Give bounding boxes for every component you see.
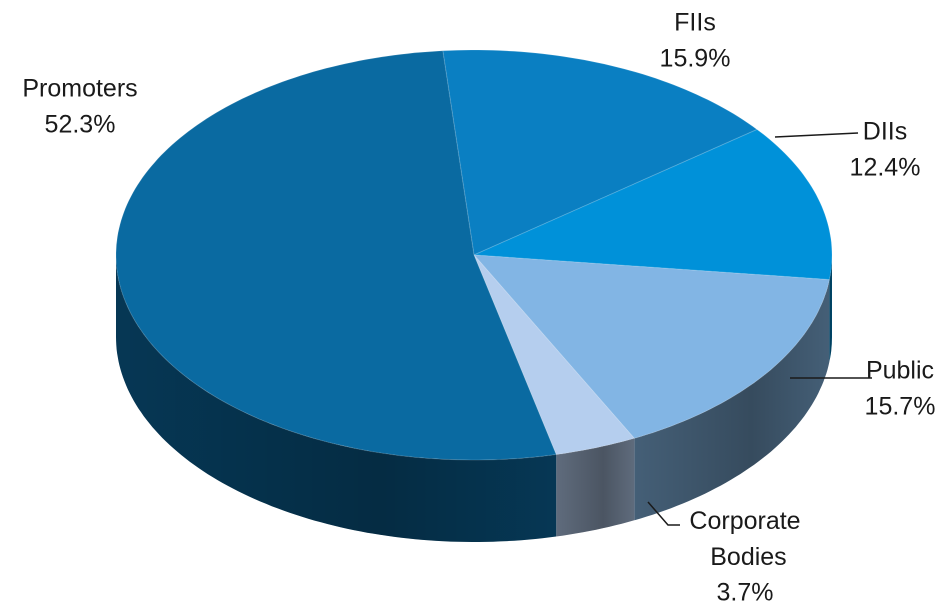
slice [442,49,758,256]
pie-sides [116,255,832,542]
value-label: 52.3% [45,111,116,139]
slice-side-shade [556,438,635,537]
value-label: 12.4% [850,154,921,182]
slice-side-shade [634,279,830,521]
category-label: Corporate Bodies [689,507,800,571]
slice [473,128,833,281]
slice-side-shade [829,255,832,362]
category-label: Public [866,357,934,385]
value-label: 15.7% [865,393,936,421]
slice [115,50,557,461]
slice [473,254,636,456]
category-label: Promoters [22,75,137,103]
slice [472,254,831,439]
value-label: 15.9% [660,45,731,73]
leader-line [647,501,680,526]
category-label: FIIs [674,9,716,37]
slice-side-shade [116,255,557,542]
leader-line [774,132,859,138]
labels: FIIs 15.9% DIIs 12.4% Public 15.7% Corporate B… [22,9,935,607]
pie-tops [115,49,833,461]
category-label: DIIs [863,118,907,146]
value-label: 3.7% [717,579,774,607]
